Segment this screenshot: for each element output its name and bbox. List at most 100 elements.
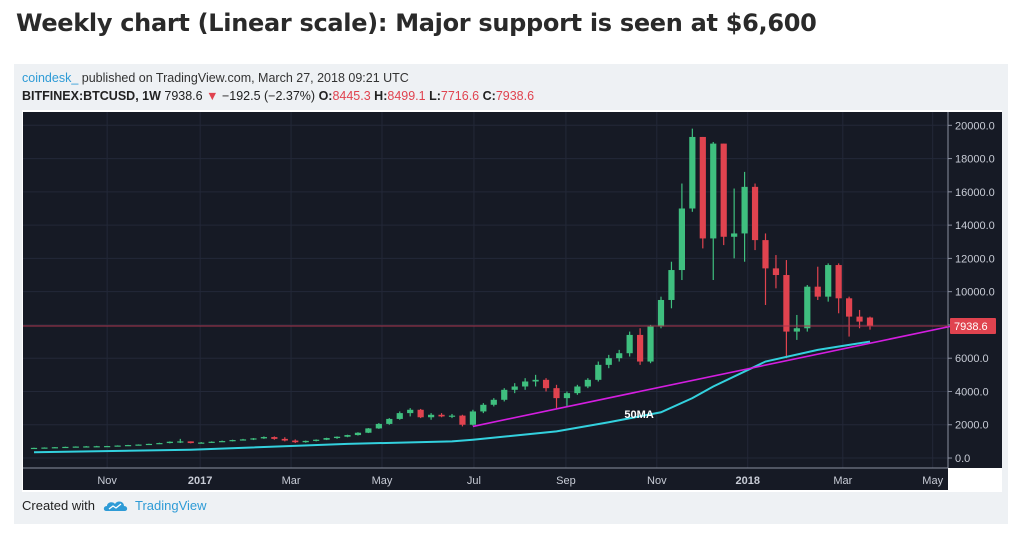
candle [229,439,236,442]
down-arrow-icon: ▼ [206,89,219,103]
x-tick-label: Sep [556,475,576,487]
candle-body [93,446,100,448]
candle [166,441,173,444]
candle-body [124,445,132,447]
ma50-line [33,340,871,454]
candle [647,324,654,364]
close-label: C: [482,89,496,103]
page-headline: Weekly chart (Linear scale): Major suppo… [16,9,817,37]
high-label: H: [374,89,388,103]
close-value: 7938.6 [495,89,535,103]
candle-body [678,208,685,271]
candle-body [333,436,341,439]
candle-body [480,404,487,412]
candle [333,436,341,439]
candle [626,331,633,357]
candle-body [856,316,863,322]
candle-body [689,136,696,209]
y-tick-label: 10000.0 [955,287,995,299]
candle-body [260,437,267,439]
candle-body [542,379,550,389]
candle-body [720,143,727,237]
candle-body [229,440,236,442]
candle [313,439,320,442]
candle [260,436,267,439]
candle [731,188,738,259]
candle-body [145,443,153,446]
candle [804,285,811,332]
candle [250,438,257,441]
candle-body [626,334,633,354]
candle-body [731,233,738,237]
high-value: 8499.1 [387,89,426,103]
y-axis: 20000.0 18000.0 16000.0 14000.0 12000.0 10000… [947,112,995,468]
x-tick-label: Mar [282,475,301,487]
candle-body [448,415,456,417]
grid [23,112,948,468]
x-tick-label: Mar [833,475,852,487]
candle-body [814,286,821,297]
candle [135,444,142,446]
candles [30,128,874,450]
candle-body [469,411,476,425]
candle-body [281,438,288,441]
price-change: −192.5 (−2.37%) [221,89,316,103]
candlestick-chart[interactable]: 20000.0 18000.0 16000.0 14000.0 12000.0 10000… [22,110,1002,492]
candle-body [198,442,205,444]
candle [375,423,382,429]
candle-body [344,435,351,437]
publisher-line: coindesk_ published on TradingView.com, … [22,71,409,85]
price-axis-panel[interactable] [948,112,1002,468]
candle [856,309,863,329]
author-link[interactable]: coindesk_ [22,71,79,85]
candle [386,418,393,425]
time-axis-panel[interactable] [23,468,948,490]
x-tick-label: Nov [647,475,667,487]
candle [699,136,706,249]
candle [72,446,79,448]
candle-body [835,265,842,299]
tradingview-cloud-icon [103,501,128,511]
candle-body [553,388,560,399]
candle-body [616,353,623,359]
candle [365,428,372,434]
candle [114,445,121,447]
candle [825,263,832,302]
candle-body [522,381,529,387]
candle [459,414,466,427]
low-value: 7716.6 [440,89,480,103]
publish-info: published on TradingView.com, March 27, … [81,71,409,85]
candle-body [783,275,790,332]
candle-body [292,440,299,443]
x-tick-label: May [922,475,943,487]
y-tick-label: 14000.0 [955,220,995,232]
candle-body [313,439,320,441]
candle-body [156,443,163,445]
candle [511,383,518,394]
candle-body [866,317,874,326]
candle-body [104,446,111,448]
candle [208,441,215,443]
candle-body [762,240,769,269]
candle [835,263,842,314]
tradingview-link[interactable]: TradingView [134,498,207,513]
x-tick-label: 2017 [188,475,212,487]
candle-body [741,186,748,234]
candle [51,447,58,449]
candle [198,442,205,444]
candle [354,432,362,436]
candle [741,171,748,262]
candle [62,446,69,449]
low-label: L: [429,89,441,103]
candle-body [574,386,581,394]
candle [762,233,769,305]
candle [124,444,132,447]
candle [448,413,456,419]
candle [584,378,591,389]
x-tick-label: Nov [97,475,117,487]
x-axis: Nov 2017 Mar May Jul Sep Nov 2018 Mar May [23,467,948,487]
candle [156,442,163,445]
candle [396,411,403,420]
candle [866,316,874,330]
candle-body [375,423,382,429]
